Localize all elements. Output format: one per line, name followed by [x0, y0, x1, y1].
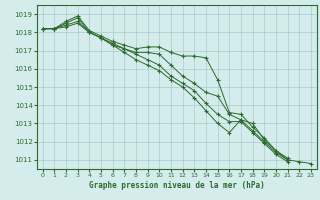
X-axis label: Graphe pression niveau de la mer (hPa): Graphe pression niveau de la mer (hPa): [89, 181, 265, 190]
